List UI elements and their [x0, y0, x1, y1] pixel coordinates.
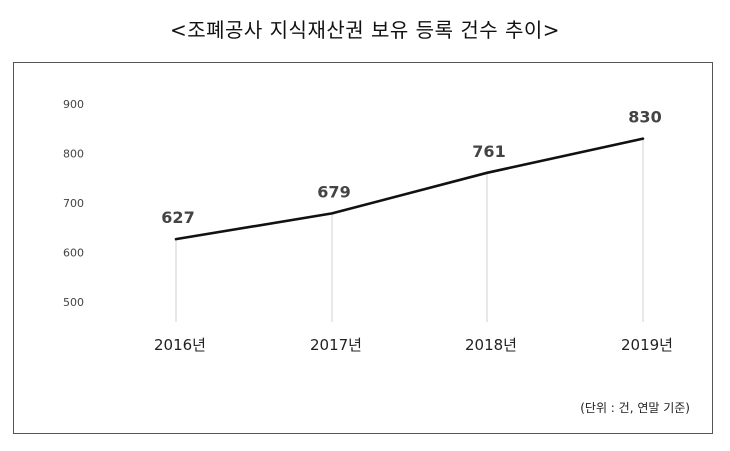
data-label: 830 [628, 108, 661, 127]
data-label: 679 [317, 182, 350, 201]
y-tick-label: 700 [63, 197, 84, 210]
unit-note: (단위 : 건, 연말 기준) [580, 401, 690, 415]
y-tick-label: 500 [63, 296, 84, 309]
x-tick-label: 2017년 [310, 336, 362, 354]
x-tick-label: 2019년 [621, 336, 673, 354]
y-tick-label: 900 [63, 98, 84, 111]
x-tick-label: 2016년 [154, 336, 206, 354]
y-tick-label: 600 [63, 247, 84, 260]
chart-frame [13, 62, 713, 434]
data-label: 761 [472, 142, 505, 161]
y-tick-label: 800 [63, 148, 84, 161]
series-line [174, 137, 645, 241]
chart-title: <조폐공사 지식재산권 보유 등록 건수 추이> [169, 18, 561, 42]
data-label: 627 [161, 208, 194, 227]
x-tick-label: 2018년 [465, 336, 517, 354]
